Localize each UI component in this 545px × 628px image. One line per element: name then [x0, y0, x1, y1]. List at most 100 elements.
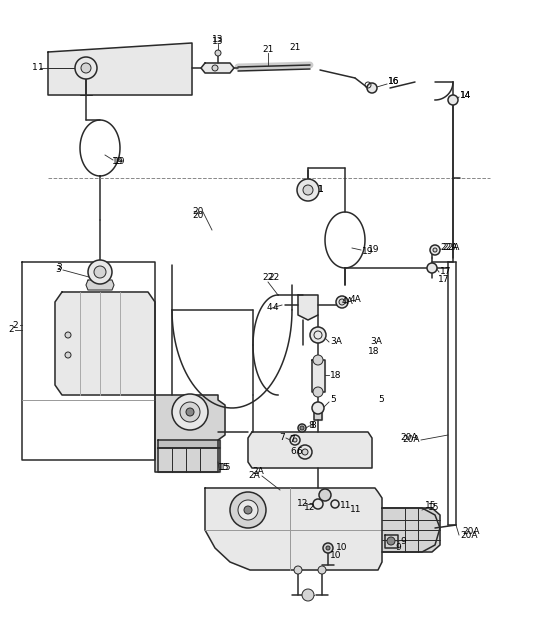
Text: 14: 14	[460, 90, 471, 99]
Text: 17: 17	[440, 268, 451, 276]
Polygon shape	[382, 508, 440, 552]
Polygon shape	[158, 440, 220, 448]
Circle shape	[300, 426, 304, 430]
Text: 4: 4	[267, 303, 272, 313]
Circle shape	[186, 408, 194, 416]
Circle shape	[230, 492, 266, 528]
Text: 4A: 4A	[350, 296, 362, 305]
Text: 8: 8	[310, 421, 316, 431]
Text: 10: 10	[330, 551, 342, 560]
Polygon shape	[55, 292, 155, 395]
Circle shape	[244, 506, 252, 514]
Text: 10: 10	[336, 543, 348, 553]
Text: 5: 5	[378, 396, 384, 404]
Text: 6: 6	[296, 448, 302, 457]
Circle shape	[313, 355, 323, 365]
Text: 8: 8	[308, 421, 314, 431]
Text: 1: 1	[318, 185, 324, 195]
Circle shape	[215, 50, 221, 56]
Text: 6: 6	[290, 448, 296, 457]
Circle shape	[290, 435, 300, 445]
Text: 2: 2	[13, 320, 18, 330]
Text: 18: 18	[368, 347, 379, 357]
Text: 18: 18	[330, 371, 342, 379]
Text: 22A: 22A	[440, 244, 457, 252]
Text: 3: 3	[55, 266, 60, 274]
Polygon shape	[48, 43, 192, 95]
Circle shape	[298, 445, 312, 459]
Circle shape	[298, 424, 306, 432]
Circle shape	[319, 489, 331, 501]
Text: 11: 11	[350, 506, 361, 514]
Circle shape	[238, 500, 258, 520]
Text: 2: 2	[8, 325, 14, 335]
Text: 15: 15	[425, 501, 437, 509]
Text: 4: 4	[272, 303, 278, 313]
Polygon shape	[86, 280, 114, 290]
Text: 7: 7	[289, 435, 295, 445]
Text: 15: 15	[218, 463, 229, 472]
Text: 22: 22	[268, 274, 279, 283]
Circle shape	[323, 543, 333, 553]
Circle shape	[297, 179, 319, 201]
Text: 13: 13	[212, 36, 224, 45]
Circle shape	[293, 438, 297, 442]
Circle shape	[302, 589, 314, 601]
Text: 4A: 4A	[342, 298, 354, 306]
Polygon shape	[298, 295, 318, 320]
Circle shape	[336, 296, 348, 308]
Text: 22A: 22A	[442, 244, 459, 252]
Text: 9: 9	[400, 538, 405, 546]
Circle shape	[427, 263, 437, 273]
Circle shape	[318, 566, 326, 574]
Circle shape	[331, 500, 339, 508]
Circle shape	[313, 387, 323, 397]
Circle shape	[339, 299, 345, 305]
Circle shape	[367, 83, 377, 93]
Circle shape	[81, 63, 91, 73]
Circle shape	[430, 245, 440, 255]
Circle shape	[433, 248, 437, 252]
Polygon shape	[312, 360, 325, 392]
Text: 19: 19	[362, 247, 373, 256]
Polygon shape	[155, 395, 225, 472]
Circle shape	[294, 566, 302, 574]
Text: 20: 20	[192, 210, 203, 220]
Text: 19: 19	[368, 246, 379, 254]
Text: 22: 22	[262, 274, 273, 283]
Text: 15: 15	[428, 504, 439, 512]
Text: 21: 21	[289, 43, 301, 53]
Text: 19: 19	[114, 158, 125, 166]
Text: 16: 16	[388, 77, 399, 87]
Text: 2A: 2A	[248, 470, 260, 480]
Polygon shape	[248, 432, 372, 468]
Text: 1: 1	[32, 63, 38, 72]
Circle shape	[302, 449, 308, 455]
Text: 5: 5	[330, 396, 336, 404]
Polygon shape	[385, 535, 398, 548]
Circle shape	[212, 65, 218, 71]
Text: 16: 16	[388, 77, 399, 87]
Text: 12: 12	[304, 504, 315, 512]
Polygon shape	[158, 448, 220, 472]
Text: 20A: 20A	[462, 528, 480, 536]
Circle shape	[65, 332, 71, 338]
Text: 19: 19	[112, 158, 124, 166]
Text: 1: 1	[38, 63, 44, 72]
Circle shape	[172, 394, 208, 430]
Polygon shape	[314, 408, 322, 420]
Text: 20A: 20A	[403, 435, 420, 445]
Circle shape	[180, 402, 200, 422]
Circle shape	[326, 546, 330, 550]
Circle shape	[88, 260, 112, 284]
Circle shape	[387, 537, 395, 545]
Polygon shape	[201, 63, 234, 73]
Text: 13: 13	[212, 38, 224, 46]
Text: 3A: 3A	[330, 337, 342, 347]
Circle shape	[75, 57, 97, 79]
Circle shape	[310, 327, 326, 343]
Circle shape	[303, 185, 313, 195]
Text: 17: 17	[438, 276, 450, 284]
Circle shape	[312, 402, 324, 414]
Text: 1: 1	[318, 185, 324, 195]
